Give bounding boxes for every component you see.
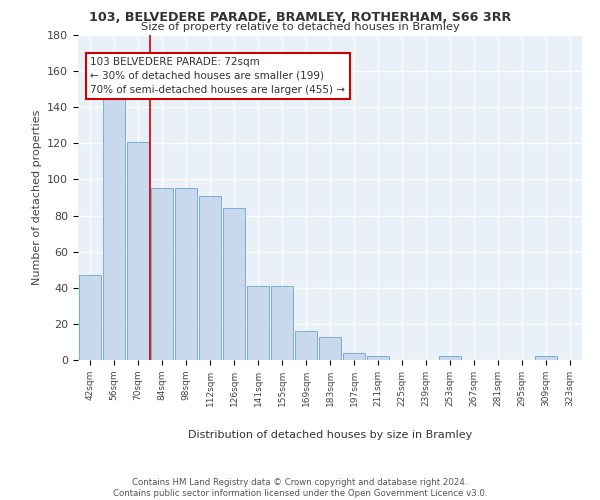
Bar <box>439 356 461 360</box>
Text: Distribution of detached houses by size in Bramley: Distribution of detached houses by size … <box>188 430 472 440</box>
Bar <box>127 142 149 360</box>
Bar <box>151 188 173 360</box>
Bar <box>343 353 365 360</box>
Bar <box>295 331 317 360</box>
Text: 103, BELVEDERE PARADE, BRAMLEY, ROTHERHAM, S66 3RR: 103, BELVEDERE PARADE, BRAMLEY, ROTHERHA… <box>89 11 511 24</box>
Text: Contains HM Land Registry data © Crown copyright and database right 2024.
Contai: Contains HM Land Registry data © Crown c… <box>113 478 487 498</box>
Bar <box>103 96 125 360</box>
Y-axis label: Number of detached properties: Number of detached properties <box>32 110 41 285</box>
Bar <box>319 336 341 360</box>
Bar <box>199 196 221 360</box>
Bar <box>223 208 245 360</box>
Text: Size of property relative to detached houses in Bramley: Size of property relative to detached ho… <box>140 22 460 32</box>
Bar <box>535 356 557 360</box>
Bar <box>367 356 389 360</box>
Bar <box>247 286 269 360</box>
Bar <box>79 275 101 360</box>
Text: 103 BELVEDERE PARADE: 72sqm
← 30% of detached houses are smaller (199)
70% of se: 103 BELVEDERE PARADE: 72sqm ← 30% of det… <box>91 56 346 94</box>
Bar <box>271 286 293 360</box>
Bar <box>175 188 197 360</box>
